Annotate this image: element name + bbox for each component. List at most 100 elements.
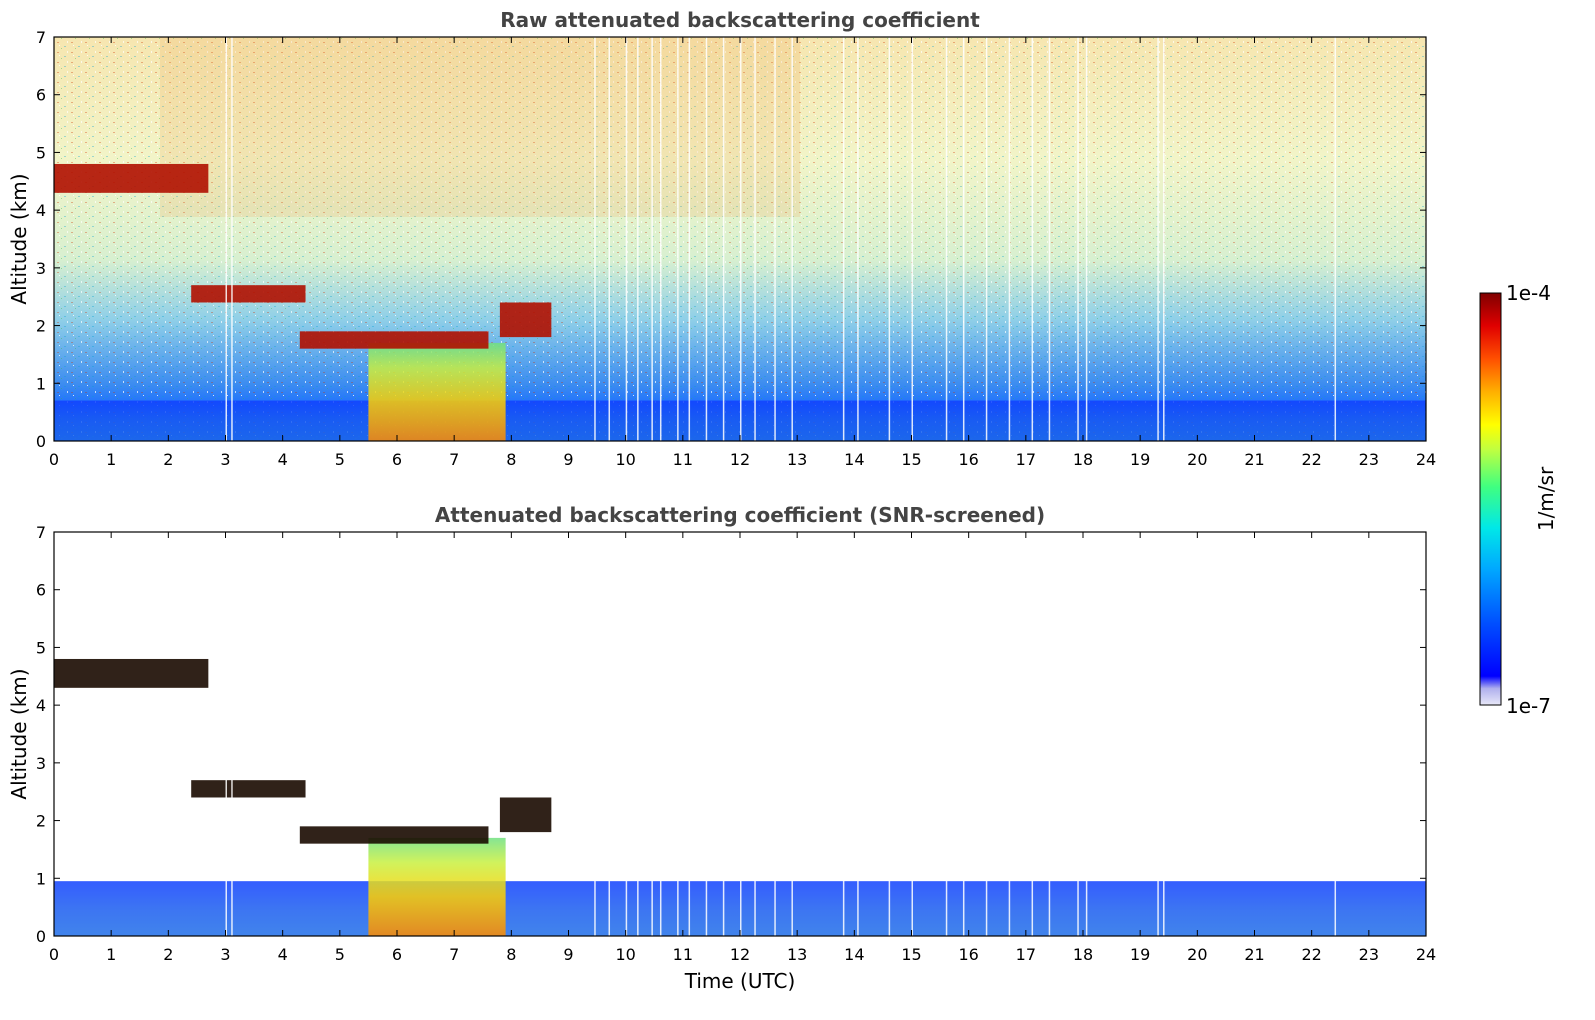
data-gap-21 [962,532,965,936]
x-tick-label: 13 [787,945,807,964]
screened-y-axis-label: Altitude (km) [7,668,31,799]
x-tick-label: 12 [730,450,750,469]
data-gap-29 [1163,532,1165,936]
x-tick-label: 11 [673,945,693,964]
layer-high-5 [499,797,552,833]
data-gap-27 [1085,532,1088,936]
data-gap-17 [857,37,859,441]
data-gap-18 [888,37,891,441]
x-tick-label: 2 [163,945,173,964]
y-tick-label: 5 [36,638,46,657]
data-gap-27 [1085,37,1088,441]
x-tick-label: 7 [449,450,459,469]
colorbar-min-label: 1e-7 [1506,694,1551,718]
data-gap-15 [791,37,793,441]
layer-high-3 [191,780,306,798]
data-gap-4 [625,37,628,441]
y-tick-label: 2 [36,317,46,336]
x-tick-label: 6 [392,945,402,964]
x-tick-label: 12 [730,945,750,964]
data-gap-12 [740,532,742,936]
data-gap-23 [1008,37,1011,441]
data-gap-12 [740,37,742,441]
x-tick-label: 18 [1073,945,1093,964]
data-gap-23 [1008,532,1011,936]
x-tick-label: 4 [278,945,288,964]
data-gap-25 [1048,532,1051,936]
x-tick-label: 4 [278,450,288,469]
colorbar: 1e-4 1e-7 1/m/sr [1479,281,1558,718]
x-tick-label: 19 [1130,450,1150,469]
data-gap-28 [1157,532,1159,936]
data-gap-1 [231,37,233,441]
layer-high-2 [54,658,209,688]
y-tick-label: 5 [36,143,46,162]
layer-high-5 [499,302,552,338]
x-tick-label: 1 [106,945,116,964]
data-gap-3 [608,37,611,441]
data-gap-22 [985,37,988,441]
data-gap-6 [651,37,653,441]
raw-y-axis-label: Altitude (km) [7,173,31,304]
x-tick-label: 2 [163,450,173,469]
data-gap-17 [857,532,859,936]
x-tick-label: 1 [106,450,116,469]
x-tick-label: 13 [787,450,807,469]
data-gap-3 [608,532,611,936]
y-tick-label: 7 [36,28,46,47]
raw-heatmap-area [54,37,1426,441]
y-tick-label: 3 [36,259,46,278]
x-tick-label: 3 [220,450,230,469]
x-tick-label: 5 [335,450,345,469]
x-tick-label: 21 [1244,450,1264,469]
x-tick-label: 9 [563,945,573,964]
layer-high-3 [191,285,306,303]
data-gap-5 [637,37,639,441]
data-gap-30 [1334,37,1337,441]
x-tick-label: 22 [1301,450,1321,469]
x-tick-label: 19 [1130,945,1150,964]
colorbar-max-label: 1e-4 [1506,281,1551,305]
data-gap-10 [705,37,708,441]
x-tick-label: 14 [844,450,864,469]
data-gap-5 [637,532,639,936]
data-gap-13 [754,532,756,936]
raw-panel-title: Raw attenuated backscattering coefficien… [500,8,980,32]
raw-upper-noise [160,37,800,217]
screened-panel-title: Attenuated backscattering coefficient (S… [435,503,1045,527]
x-tick-label: 3 [220,945,230,964]
data-gap-19 [911,37,913,441]
data-gap-8 [677,37,679,441]
data-gap-26 [1077,532,1079,936]
data-gap-15 [791,532,793,936]
x-tick-label: 8 [506,450,516,469]
data-gap-14 [774,37,776,441]
data-gap-26 [1077,37,1079,441]
data-gap-16 [842,37,845,441]
x-tick-label: 0 [49,450,59,469]
layer-medium-1 [368,837,506,936]
data-gap-6 [651,532,653,936]
y-tick-label: 1 [36,374,46,393]
data-gap-24 [1031,37,1034,441]
x-tick-label: 24 [1416,945,1436,964]
x-tick-label: 5 [335,945,345,964]
x-tick-label: 15 [901,945,921,964]
data-gap-11 [722,532,725,936]
y-tick-label: 0 [36,927,46,946]
y-tick-label: 0 [36,432,46,451]
data-gap-22 [985,532,988,936]
data-gap-13 [754,37,756,441]
data-gap-11 [722,37,725,441]
x-tick-label: 6 [392,450,402,469]
data-gap-7 [659,37,662,441]
data-gap-9 [688,37,691,441]
x-tick-label: 20 [1187,450,1207,469]
x-tick-label: 8 [506,945,516,964]
x-tick-label: 23 [1359,450,1379,469]
y-tick-label: 6 [36,581,46,600]
colorbar-unit-label: 1/m/sr [1534,466,1558,531]
data-gap-20 [945,37,948,441]
x-tick-label: 11 [673,450,693,469]
